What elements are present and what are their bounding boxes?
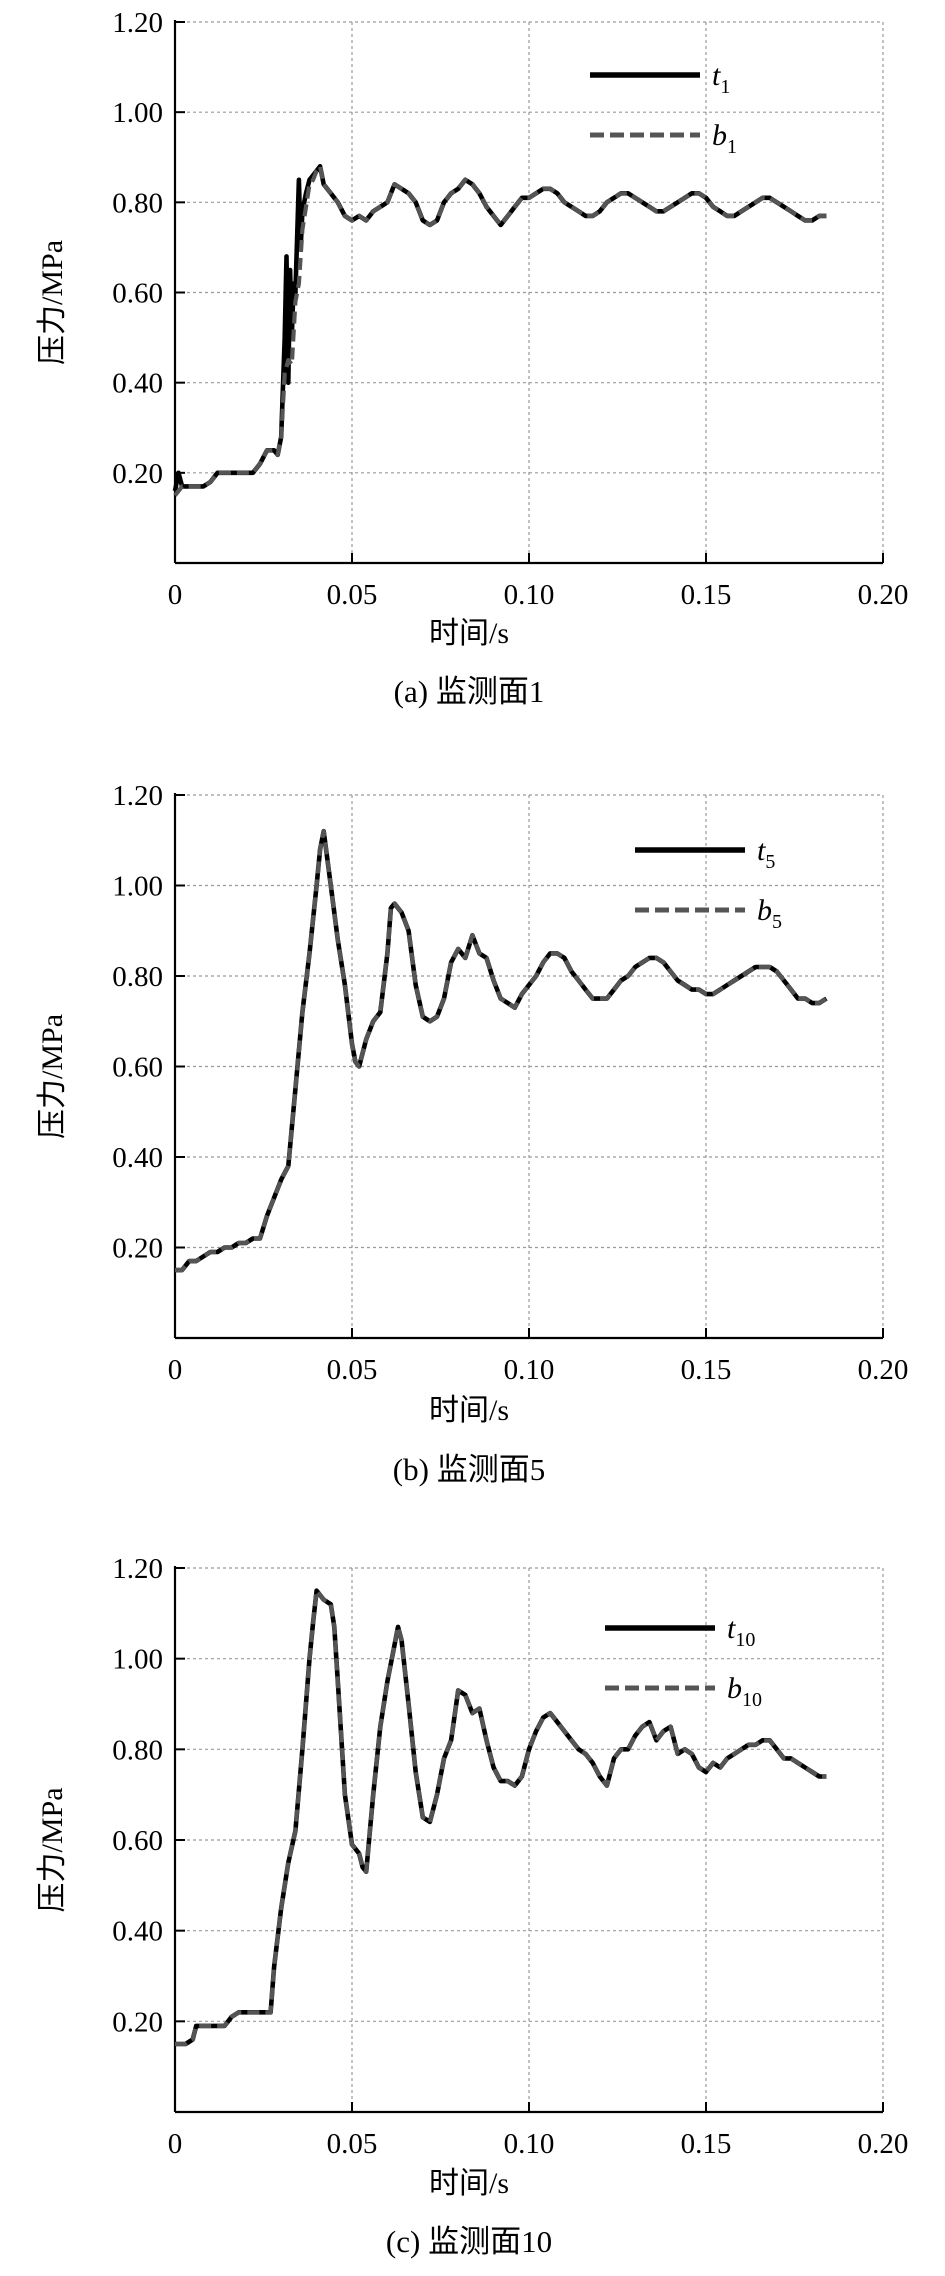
- x-tick-label: 0.15: [681, 579, 732, 611]
- legend-label-subscript: 10: [742, 1689, 762, 1711]
- chart-caption: (a) 监测面1: [394, 674, 545, 709]
- x-tick-label: 0.05: [327, 1354, 378, 1386]
- legend-label-main: t: [757, 834, 766, 867]
- y-axis-label: 压力/MPa: [36, 1014, 69, 1139]
- legend-label-t5: t5: [757, 834, 775, 873]
- chart-panel-3: 0 0.05 0.10 0.15 0.20 0.20 0.40 0.60 0.80 1.00 1.2…: [36, 1553, 908, 2259]
- x-tick-label: 0.05: [327, 579, 378, 611]
- legend-label-b10: b10: [727, 1672, 762, 1711]
- series-line-t1: [172, 164, 827, 492]
- y-tick-label: 1.00: [112, 871, 163, 903]
- legend-label-main: t: [712, 59, 721, 92]
- legend-label-subscript: 1: [720, 76, 730, 98]
- x-axis-label: 时间/s: [429, 617, 509, 650]
- legend-label-subscript: 10: [735, 1629, 755, 1651]
- legend-label-main: b: [757, 894, 772, 927]
- series-line-b1: [173, 164, 827, 497]
- y-tick-label: 0.40: [112, 368, 163, 400]
- x-tick-label: 0.20: [858, 2128, 909, 2160]
- x-tick-label: 0.15: [681, 1354, 732, 1386]
- x-tick-label: 0.10: [504, 1354, 555, 1386]
- legend-label-main: b: [712, 119, 727, 152]
- y-tick-label: 0.80: [112, 187, 163, 219]
- chart-panel-2: 0 0.05 0.10 0.15 0.20 0.20 0.40 0.60 0.80 1.00 1.2…: [36, 780, 908, 1487]
- x-tick-label: 0: [168, 1354, 183, 1386]
- y-axis-label: 压力/MPa: [36, 240, 69, 365]
- legend-label-main: b: [727, 1672, 742, 1705]
- legend-label-b5: b5: [757, 894, 782, 933]
- y-tick-label: 1.20: [112, 7, 163, 39]
- legend-label-t1: t1: [712, 59, 730, 98]
- y-tick-label: 0.20: [112, 1233, 163, 1265]
- y-tick-label: 1.20: [112, 780, 163, 812]
- y-tick-label: 0.60: [112, 1052, 163, 1084]
- chart-panel-1: 0 0.05 0.10 0.15 0.20 0.20 0.40 0.60 0.80 1.00 1.2…: [36, 7, 908, 709]
- x-tick-label: 0.15: [681, 2128, 732, 2160]
- y-tick-label: 0.20: [112, 2006, 163, 2038]
- series-line-b10: [175, 1588, 827, 2047]
- y-tick-label: 0.80: [112, 1734, 163, 1766]
- x-axis-label: 时间/s: [429, 2167, 509, 2200]
- y-tick-label: 0.40: [112, 1142, 163, 1174]
- legend-label-subscript: 5: [772, 911, 782, 933]
- y-tick-label: 1.20: [112, 1553, 163, 1585]
- y-tick-label: 0.40: [112, 1916, 163, 1948]
- series-line-b5: [175, 829, 828, 1273]
- x-tick-label: 0.20: [858, 579, 909, 611]
- x-tick-label: 0.10: [504, 579, 555, 611]
- legend-label-b1: b1: [712, 119, 737, 158]
- legend-label-subscript: 5: [765, 851, 775, 873]
- x-tick-label: 0: [168, 2128, 183, 2160]
- x-axis-label: 时间/s: [429, 1394, 509, 1427]
- y-axis-label: 压力/MPa: [36, 1787, 69, 1912]
- x-tick-label: 0.05: [327, 2128, 378, 2160]
- x-tick-label: 0.20: [858, 1354, 909, 1386]
- chart-caption: (c) 监测面10: [386, 2224, 552, 2259]
- legend-label-t10: t10: [727, 1612, 755, 1651]
- chart-caption: (b) 监测面5: [393, 1452, 545, 1487]
- y-tick-label: 0.60: [112, 1825, 163, 1857]
- y-tick-label: 0.80: [112, 961, 163, 993]
- x-tick-label: 0.10: [504, 2128, 555, 2160]
- x-tick-label: 0: [168, 579, 183, 611]
- y-tick-label: 1.00: [112, 97, 163, 129]
- y-tick-label: 1.00: [112, 1644, 163, 1676]
- y-tick-label: 0.20: [112, 458, 163, 490]
- legend-label-main: t: [727, 1612, 736, 1645]
- y-tick-label: 0.60: [112, 278, 163, 310]
- legend-label-subscript: 1: [727, 136, 737, 158]
